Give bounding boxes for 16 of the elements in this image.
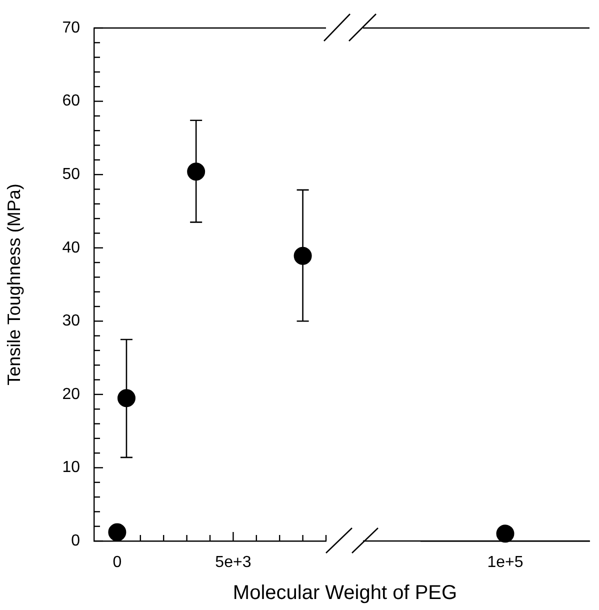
- x-axis-title: Molecular Weight of PEG: [232, 582, 458, 605]
- point: [108, 523, 126, 542]
- y-axis-title: Tensile Toughness (MPa): [4, 184, 24, 386]
- y-tick-label: 40: [62, 239, 80, 256]
- y-tick-label: 60: [62, 92, 80, 110]
- y-tick-label: 70: [62, 19, 80, 36]
- x-tick-label: 5e+3: [215, 554, 252, 572]
- point: [117, 389, 136, 408]
- y-tick-label: 20: [62, 386, 80, 403]
- y-tick-label: 30: [62, 312, 80, 330]
- x-tick-label: 1e+5: [487, 554, 524, 572]
- y-tick-label: 10: [62, 459, 80, 476]
- x-tick-label: 0: [112, 554, 122, 572]
- y-tick-label: 0: [71, 532, 80, 550]
- point: [187, 162, 206, 181]
- y-tick-label: 50: [62, 166, 80, 183]
